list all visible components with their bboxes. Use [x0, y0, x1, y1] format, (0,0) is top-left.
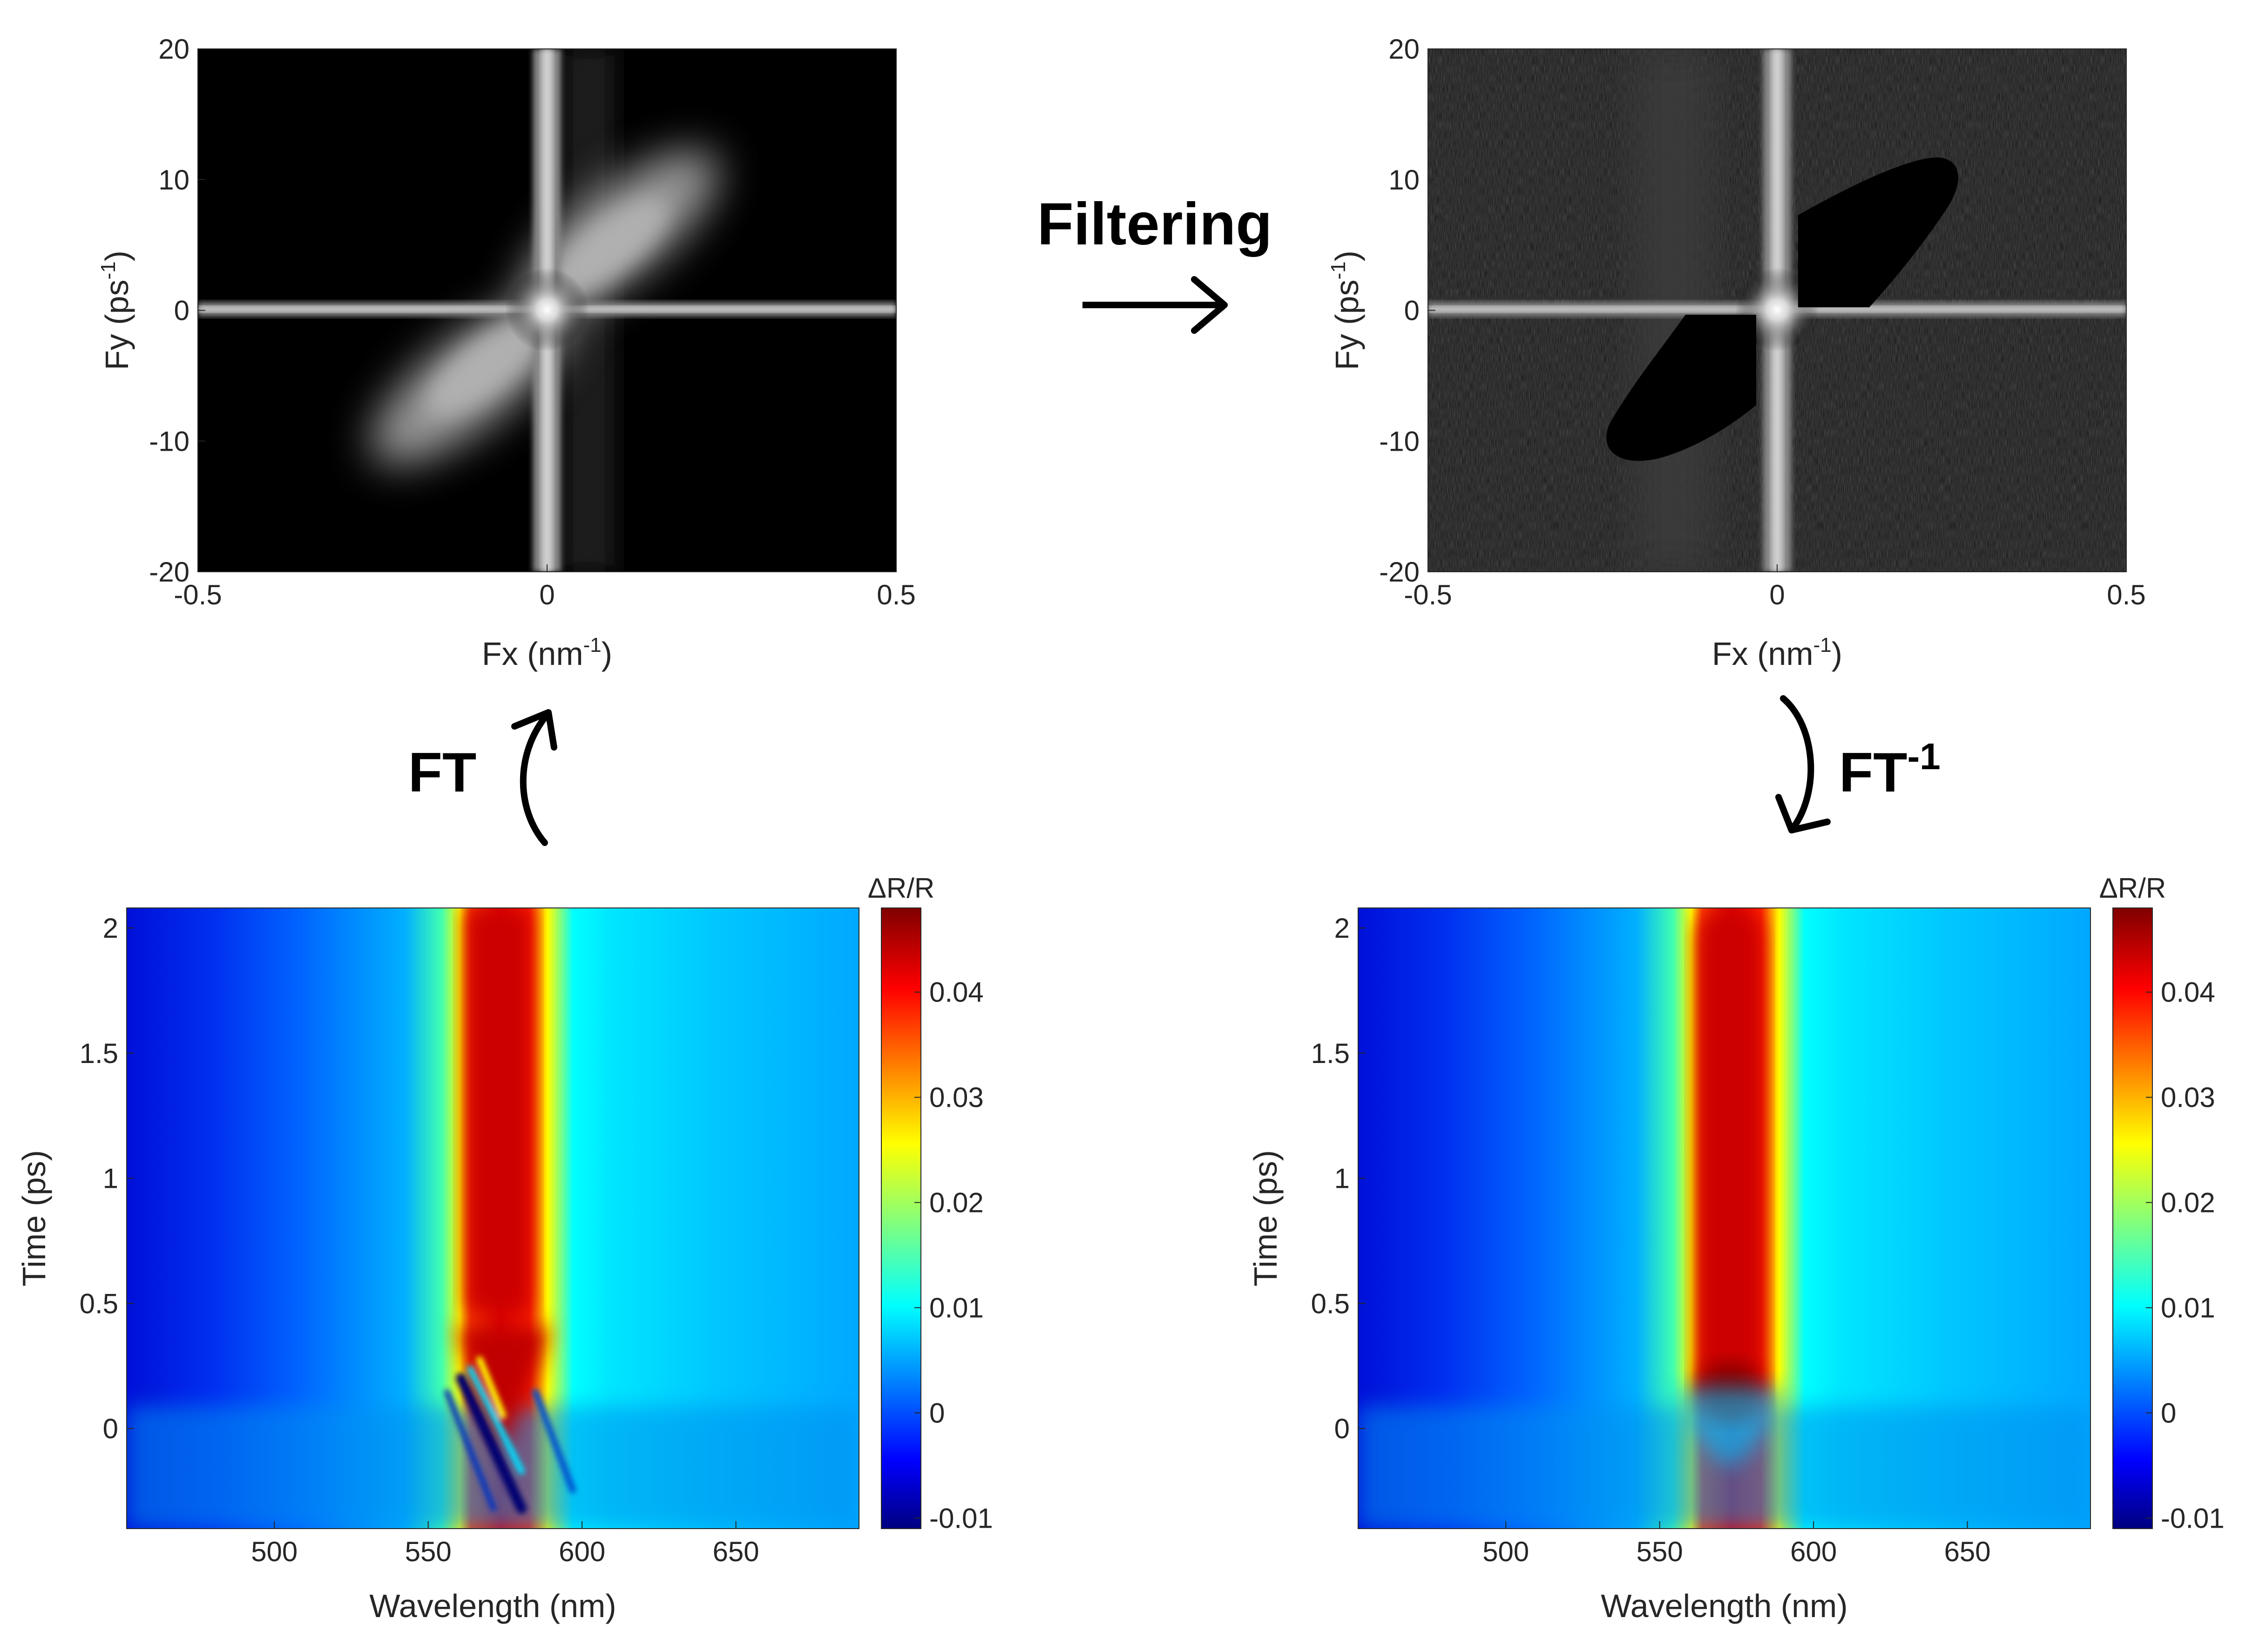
y-tick-label: 1.5	[1311, 1038, 1350, 1069]
colorbar-tick-label: 0.01	[2161, 1293, 2215, 1324]
filtering-arrow	[1082, 276, 1228, 334]
y-tick-label: 1	[1334, 1163, 1350, 1194]
colorbar-tick-label: 0.04	[929, 977, 984, 1008]
x-tick-label: 600	[1790, 1536, 1837, 1567]
map-raw-plot	[126, 907, 859, 1529]
y-axis-label: Fy (ps-1)	[1327, 251, 1365, 370]
y-tick-label: 10	[1388, 164, 1420, 196]
fft-original-plot	[197, 48, 897, 572]
x-tick-label: 0	[1769, 579, 1785, 610]
x-tick-label: 550	[1637, 1536, 1683, 1567]
y-tick-label: 0.5	[80, 1288, 118, 1319]
colorbar-tick-label: 0.03	[2161, 1082, 2215, 1113]
ift-label-sup: -1	[1907, 736, 1941, 777]
y-tick-label: -10	[149, 426, 189, 457]
y-tick-label: 0	[174, 295, 189, 326]
y-tick-label: -10	[1379, 426, 1420, 457]
x-tick-label: 0	[539, 579, 555, 610]
colorbar-tick-label: 0.02	[2161, 1187, 2215, 1219]
y-tick-label: -20	[149, 556, 189, 588]
x-axis-label: Wavelength (nm)	[1601, 1588, 1847, 1624]
ift-label: FT-1	[1839, 736, 1941, 804]
x-axis-label: Fx (nm-1)	[482, 634, 612, 672]
ft-label: FT	[408, 741, 477, 804]
map-raw-axes: 500 550 600 650 0 0.5 1 1.5 2 Wavelength (nm) Time…	[16, 873, 993, 1624]
colorbar-label: ΔR/R	[868, 873, 934, 904]
y-tick-label: 20	[158, 34, 189, 65]
y-tick-label: 0	[1334, 1413, 1350, 1444]
y-tick-label: 2	[103, 913, 118, 944]
x-tick-label: -0.5	[1404, 579, 1452, 610]
y-axis-label: Time (ps)	[16, 1150, 52, 1286]
x-tick-label: 500	[1482, 1536, 1529, 1567]
x-tick-label: 550	[405, 1536, 452, 1567]
y-axis-label: Fy (ps-1)	[97, 251, 135, 370]
y-tick-label: 1.5	[80, 1038, 118, 1069]
x-tick-label: 650	[1944, 1536, 1991, 1567]
colorbar-raw	[881, 907, 921, 1529]
ft-arrow	[511, 709, 557, 846]
y-tick-label: 0	[103, 1413, 118, 1444]
fft-filtered-axes: -0.5 0 0.5 -20 -10 0 10 20 Fx (nm-1) Fy (ps-1)	[1327, 34, 2146, 672]
map-filtered-plot	[1358, 907, 2091, 1529]
filtering-label: Filtering	[1037, 191, 1272, 257]
x-tick-label: 0.5	[2107, 579, 2145, 610]
y-tick-label: 1	[103, 1163, 118, 1194]
colorbar-tick-label: -0.01	[929, 1503, 993, 1534]
y-tick-label: 0.5	[1311, 1288, 1350, 1319]
x-tick-label: 500	[251, 1536, 298, 1567]
y-tick-label: 0	[1404, 295, 1420, 326]
x-tick-label: 650	[713, 1536, 759, 1567]
fft-original-image	[198, 49, 896, 572]
fft-filtered-plot	[1427, 48, 2127, 572]
map-filtered-image	[1358, 908, 2090, 1529]
x-axis-label: Wavelength (nm)	[369, 1588, 616, 1624]
x-tick-label: -0.5	[174, 579, 222, 610]
colorbar-tick-label: -0.01	[2161, 1503, 2225, 1534]
y-tick-label: 10	[158, 164, 189, 196]
map-filtered-axes: 500 550 600 650 0 0.5 1 1.5 2 Wavelength (nm) Time…	[1247, 873, 2225, 1624]
map-raw-image	[127, 908, 859, 1529]
colorbar-tick-label: 0	[929, 1397, 945, 1429]
fft-original-axes: -0.5 0 0.5 -20 -10 0 10 20 Fx (nm-1) Fy (ps-1)	[97, 34, 916, 672]
y-tick-label: 2	[1334, 913, 1350, 944]
colorbar-tick-label: 0.02	[929, 1187, 984, 1219]
ift-label-base: FT	[1839, 741, 1907, 804]
colorbar-tick-label: 0	[2161, 1397, 2176, 1429]
y-tick-label: -20	[1379, 556, 1420, 588]
colorbar-label: ΔR/R	[2099, 873, 2166, 904]
y-tick-label: 20	[1388, 34, 1420, 65]
colorbar-tick-label: 0.04	[2161, 977, 2215, 1008]
x-tick-label: 600	[559, 1536, 605, 1567]
colorbar-tick-label: 0.03	[929, 1082, 984, 1113]
colorbar-tick-label: 0.01	[929, 1293, 984, 1324]
fft-filtered-image	[1428, 49, 2126, 572]
x-tick-label: 0.5	[877, 579, 915, 610]
y-axis-label: Time (ps)	[1247, 1150, 1284, 1286]
colorbar-filtered	[2112, 907, 2153, 1529]
x-axis-label: Fx (nm-1)	[1712, 634, 1842, 672]
ift-arrow	[1775, 695, 1831, 833]
